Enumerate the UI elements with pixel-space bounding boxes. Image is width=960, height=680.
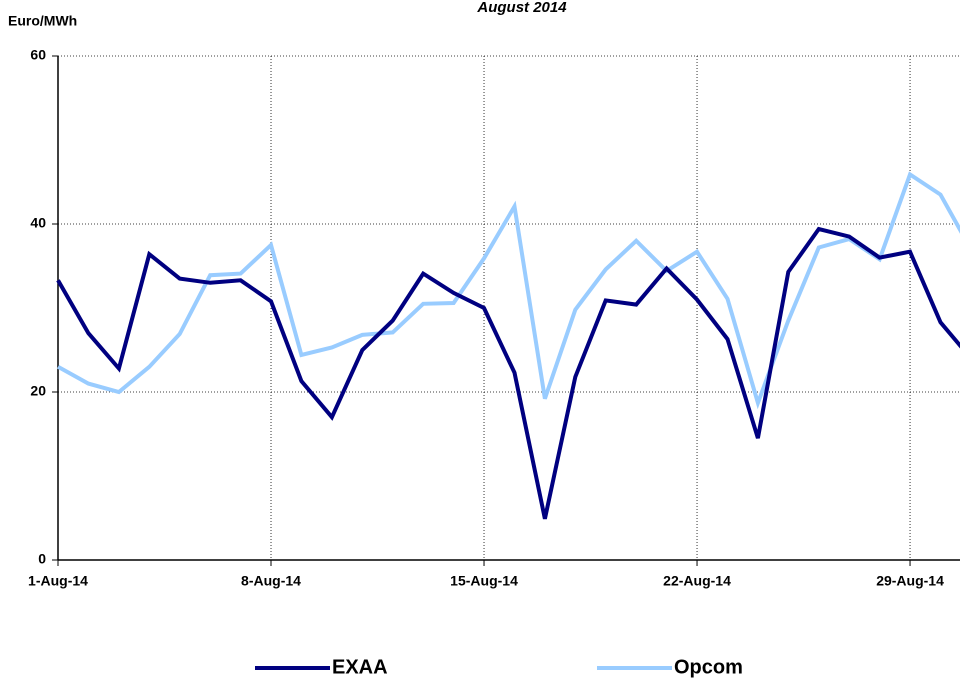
legend-label: Opcom — [674, 656, 743, 678]
legend-label: EXAA — [332, 656, 388, 678]
x-tick-label: 22-Aug-14 — [663, 573, 731, 589]
y-axis-label: Euro/MWh — [8, 13, 77, 29]
y-tick-label: 0 — [38, 551, 46, 567]
series-line — [57, 171, 960, 410]
x-tick-label: 15-Aug-14 — [450, 573, 518, 589]
y-tick-label: 40 — [30, 215, 46, 231]
y-tick-label: 60 — [30, 47, 46, 63]
chart-title: August 2014 — [476, 0, 567, 16]
x-tick-label: 8-Aug-14 — [241, 573, 301, 589]
y-tick-label: 20 — [30, 383, 46, 399]
x-tick-label: 29-Aug-14 — [876, 573, 944, 589]
series-line — [56, 226, 960, 520]
x-tick-label: 1-Aug-14 — [28, 573, 88, 589]
